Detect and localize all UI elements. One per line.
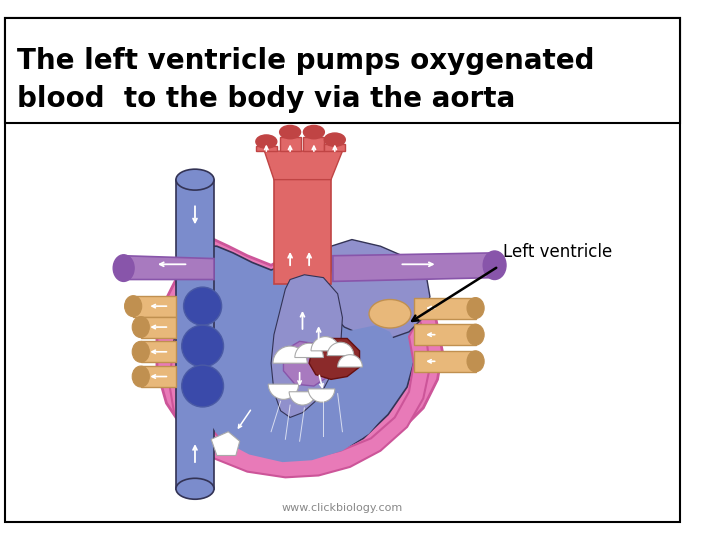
Polygon shape (124, 256, 214, 280)
Polygon shape (264, 151, 343, 180)
Wedge shape (295, 343, 323, 357)
Ellipse shape (303, 125, 324, 139)
Polygon shape (169, 318, 430, 477)
FancyArrowPatch shape (152, 305, 166, 308)
FancyArrowPatch shape (428, 306, 435, 310)
FancyArrowPatch shape (402, 262, 433, 266)
FancyArrowPatch shape (300, 313, 305, 329)
FancyArrowPatch shape (428, 360, 435, 363)
FancyArrowPatch shape (298, 373, 301, 384)
Wedge shape (269, 384, 299, 400)
Ellipse shape (176, 478, 214, 500)
Polygon shape (414, 324, 476, 345)
Polygon shape (414, 351, 476, 372)
Polygon shape (328, 240, 430, 339)
Polygon shape (211, 431, 240, 455)
Ellipse shape (176, 169, 214, 190)
FancyArrowPatch shape (193, 206, 197, 222)
FancyArrowPatch shape (317, 328, 320, 345)
Polygon shape (176, 180, 214, 489)
FancyArrowPatch shape (152, 375, 166, 378)
Polygon shape (279, 137, 300, 151)
Ellipse shape (132, 316, 149, 338)
FancyArrowPatch shape (307, 254, 311, 265)
Ellipse shape (467, 324, 484, 345)
Ellipse shape (132, 341, 149, 362)
Polygon shape (141, 316, 176, 338)
Wedge shape (327, 342, 354, 356)
Polygon shape (271, 275, 343, 417)
Polygon shape (141, 341, 176, 362)
Ellipse shape (324, 133, 346, 146)
Text: blood  to the body via the aorta: blood to the body via the aorta (17, 85, 516, 113)
Ellipse shape (125, 296, 142, 316)
FancyArrowPatch shape (238, 410, 251, 428)
FancyArrowPatch shape (289, 146, 292, 151)
Ellipse shape (483, 251, 506, 280)
Circle shape (181, 365, 223, 407)
Polygon shape (274, 160, 331, 284)
Polygon shape (157, 232, 442, 475)
Text: Left ventricle: Left ventricle (503, 243, 613, 261)
FancyArrowPatch shape (265, 146, 268, 151)
Bar (5, 18, 680, 123)
Wedge shape (289, 392, 316, 405)
Text: The left ventricle pumps oxygenated: The left ventricle pumps oxygenated (17, 47, 595, 75)
FancyArrowPatch shape (312, 146, 315, 151)
FancyArrowPatch shape (160, 262, 186, 266)
FancyArrowPatch shape (428, 333, 435, 336)
Polygon shape (309, 339, 359, 380)
Polygon shape (324, 144, 346, 151)
Polygon shape (256, 146, 276, 151)
Polygon shape (133, 296, 176, 316)
Polygon shape (333, 253, 495, 281)
Polygon shape (173, 246, 415, 464)
Wedge shape (311, 336, 340, 351)
Ellipse shape (467, 351, 484, 372)
Ellipse shape (132, 366, 149, 387)
Ellipse shape (467, 298, 484, 319)
Wedge shape (338, 355, 362, 367)
Polygon shape (284, 341, 331, 386)
Circle shape (184, 287, 222, 325)
Ellipse shape (256, 135, 276, 148)
FancyArrowPatch shape (288, 254, 292, 265)
Ellipse shape (113, 255, 134, 281)
Wedge shape (273, 346, 307, 363)
Polygon shape (141, 366, 176, 387)
Polygon shape (195, 325, 401, 462)
Wedge shape (308, 389, 335, 402)
Polygon shape (303, 137, 324, 151)
Ellipse shape (279, 125, 300, 139)
Text: www.clickbiology.com: www.clickbiology.com (282, 503, 403, 513)
Polygon shape (414, 298, 476, 319)
Ellipse shape (369, 300, 411, 328)
Circle shape (181, 325, 223, 367)
FancyArrowPatch shape (152, 326, 166, 329)
FancyArrowPatch shape (319, 375, 323, 387)
FancyArrowPatch shape (193, 446, 197, 462)
FancyArrowPatch shape (152, 350, 166, 354)
FancyArrowPatch shape (333, 146, 336, 151)
